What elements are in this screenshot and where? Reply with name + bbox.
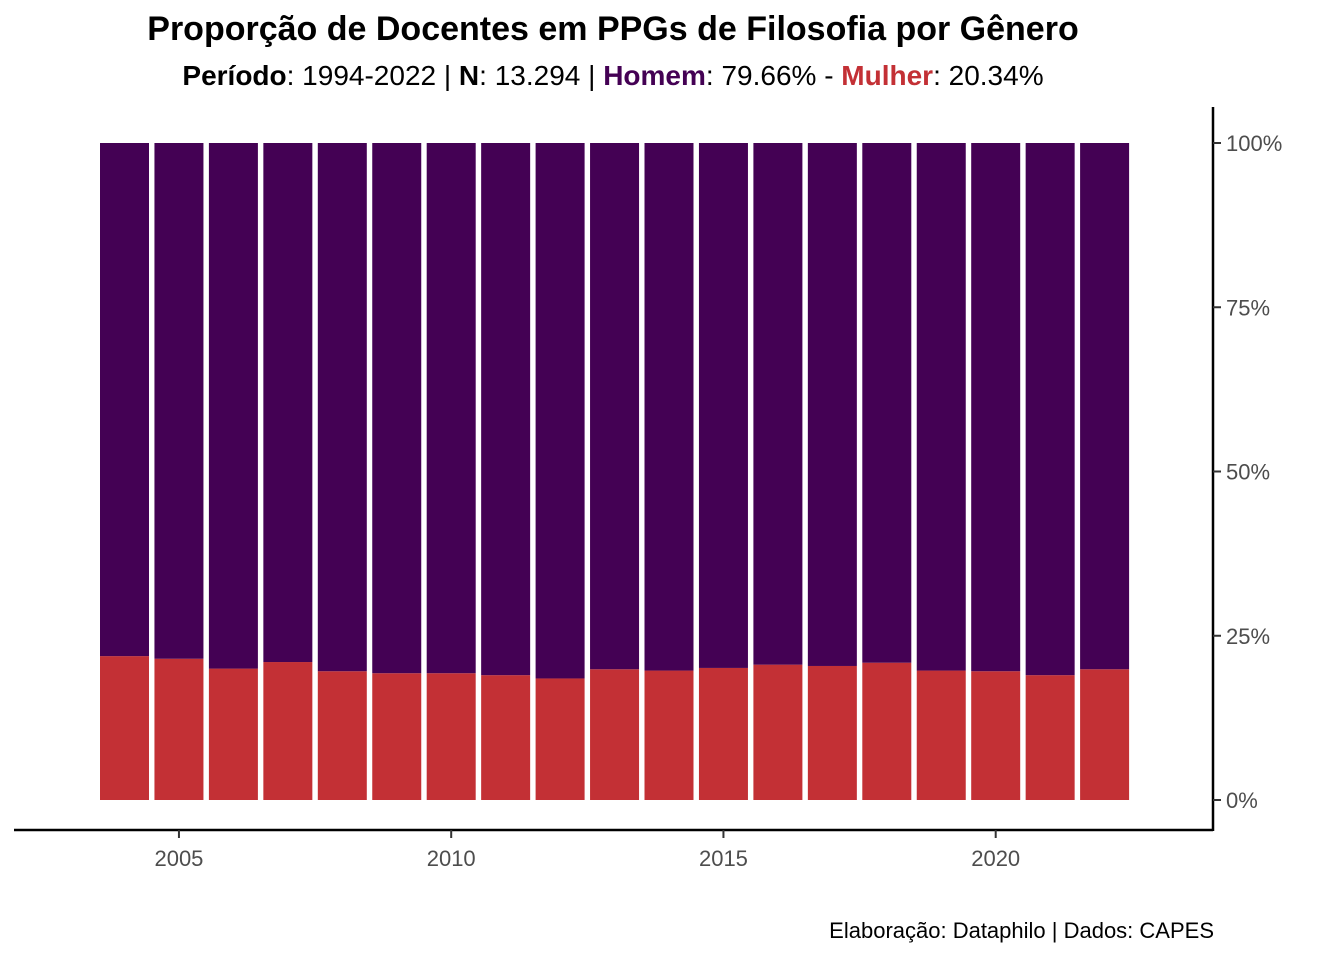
bar-homem-2021	[1025, 143, 1075, 676]
bar-mulher-2013	[590, 669, 640, 800]
homem-value: : 79.66% -	[705, 60, 842, 91]
n-value: : 13.294 |	[479, 60, 604, 91]
bar-homem-2009	[372, 143, 422, 674]
y-tick-label-25: 25%	[1226, 624, 1270, 649]
bar-mulher-2008	[317, 671, 367, 800]
y-tick-label-100: 100%	[1226, 131, 1282, 156]
bar-homem-2019	[916, 143, 966, 671]
bar-mulher-2022	[1080, 669, 1130, 800]
bar-homem-2013	[590, 143, 640, 670]
bar-mulher-2020	[971, 671, 1021, 800]
bar-mulher-2018	[862, 662, 912, 800]
bars-group	[100, 143, 1130, 800]
y-tick-label-50: 50%	[1226, 460, 1270, 485]
bar-homem-2011	[481, 143, 531, 676]
bar-mulher-2005	[154, 658, 204, 800]
bar-homem-2016	[753, 143, 803, 665]
bar-mulher-2007	[263, 662, 313, 800]
bar-homem-2010	[426, 143, 476, 674]
mulher-label: Mulher	[841, 60, 934, 91]
bar-homem-2014	[644, 143, 694, 671]
bar-homem-2006	[208, 143, 258, 669]
periodo-label: Período	[182, 60, 287, 91]
n-label: N	[458, 60, 480, 91]
bar-mulher-2015	[698, 667, 748, 800]
bar-homem-2005	[154, 143, 204, 659]
x-tick-label-2015: 2015	[699, 846, 748, 871]
bar-homem-2018	[862, 143, 912, 663]
bar-mulher-2017	[807, 665, 857, 800]
bar-mulher-2010	[426, 673, 476, 800]
bar-mulher-2006	[208, 668, 258, 800]
chart-caption: Elaboração: Dataphilo | Dados: CAPES	[829, 918, 1214, 943]
bar-homem-2020	[971, 143, 1021, 672]
bar-homem-2017	[807, 143, 857, 666]
homem-label: Homem	[603, 60, 706, 91]
bar-homem-2015	[698, 143, 748, 668]
bar-mulher-2016	[753, 664, 803, 800]
bar-mulher-2014	[644, 670, 694, 800]
y-tick-label-75: 75%	[1226, 295, 1270, 320]
bar-homem-2004	[100, 143, 149, 657]
x-tick-label-2020: 2020	[971, 846, 1020, 871]
x-tick-label-2010: 2010	[427, 846, 476, 871]
bar-mulher-2019	[916, 670, 966, 800]
chart-subtitle: Período: 1994-2022 | N: 13.294 | Homem: …	[0, 60, 1226, 92]
bar-mulher-2011	[481, 675, 531, 800]
bar-mulher-2004	[100, 656, 149, 800]
periodo-value: : 1994-2022 |	[286, 60, 459, 91]
y-ticks-group: 0% 25% 50% 75% 100%	[1213, 131, 1282, 813]
bar-homem-2022	[1080, 143, 1130, 670]
y-tick-label-0: 0%	[1226, 788, 1258, 813]
x-ticks-group: 2005 2010 2015 2020	[154, 830, 1020, 871]
mulher-value: : 20.34%	[933, 60, 1044, 91]
bar-mulher-2012	[535, 678, 585, 800]
chart-title: Proporção de Docentes em PPGs de Filosof…	[147, 10, 1079, 48]
bar-homem-2008	[317, 143, 367, 672]
bar-homem-2012	[535, 143, 585, 679]
bar-homem-2007	[263, 143, 313, 663]
bar-mulher-2009	[372, 673, 422, 800]
bar-mulher-2021	[1025, 675, 1075, 800]
x-tick-label-2005: 2005	[154, 846, 203, 871]
